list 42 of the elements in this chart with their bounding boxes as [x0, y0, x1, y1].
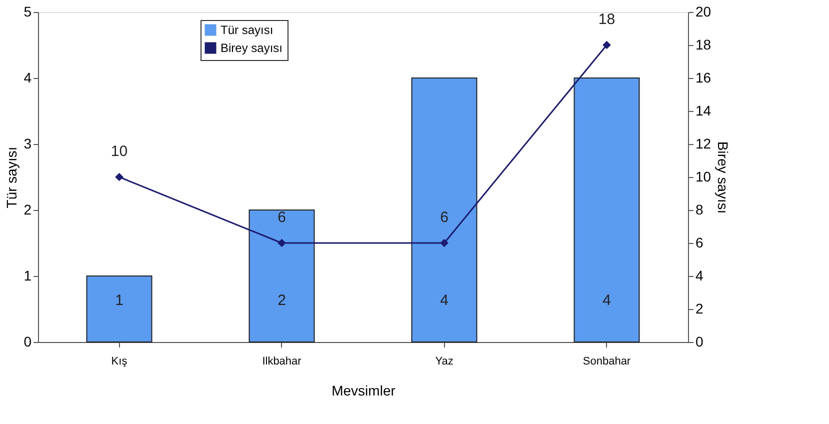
y2-tick-label: 14: [696, 102, 712, 118]
y2-tick-label: 2: [696, 300, 704, 316]
y-tick-label: 5: [24, 4, 32, 20]
data-label: 2: [278, 292, 286, 309]
y2-tick-label: 0: [696, 334, 704, 350]
y-tick-label: 4: [24, 70, 32, 86]
y2-tick-label: 6: [696, 234, 704, 250]
data-label: 6: [440, 209, 448, 226]
x-tick-label: Kış: [111, 356, 128, 368]
data-label: 1: [115, 292, 124, 309]
point: [278, 238, 286, 248]
point: [115, 172, 124, 182]
x-tick-label: Ilkbahar: [262, 356, 302, 368]
data-label: 6: [278, 209, 286, 226]
data-label: 18: [598, 11, 616, 28]
y2-tick-label: 18: [696, 36, 712, 52]
legend-label: Birey sayısı: [220, 41, 283, 55]
y2-tick-label: 4: [696, 268, 704, 284]
y2-tick-label: 16: [696, 70, 712, 86]
y-tick-label: 0: [24, 334, 32, 350]
bar: [86, 276, 152, 342]
y2-tick-label: 10: [696, 168, 712, 184]
bar: [411, 78, 478, 342]
x-tick-label: Yaz: [435, 356, 454, 368]
point: [602, 40, 611, 50]
bar: [248, 210, 315, 342]
point: [440, 238, 448, 248]
x-tick-label: Sonbahar: [582, 356, 631, 368]
y-axis-title: Tür sayısı: [4, 146, 20, 208]
y2-tick-label: 8: [696, 202, 704, 218]
y2-tick-label: 12: [696, 136, 712, 152]
y2-axis-title: Birey sayısı: [715, 141, 732, 214]
bar: [574, 78, 640, 342]
y-tick-label: 1: [24, 268, 32, 284]
y2-tick-label: 20: [696, 4, 712, 20]
data-label: 10: [110, 143, 128, 160]
y-tick-label: 3: [24, 136, 32, 152]
y-tick-label: 2: [24, 202, 32, 218]
x-axis-title: Mevsimler: [332, 382, 396, 398]
data-label: 4: [440, 292, 448, 309]
legend-label: Tür sayısı: [220, 23, 274, 37]
data-label: 4: [602, 292, 611, 309]
